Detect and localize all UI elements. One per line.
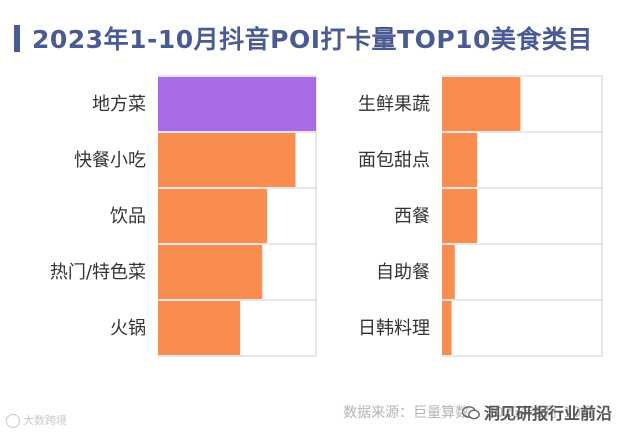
chart-title: 2023年1-10月抖音POI打卡量TOP10美食类目 [32,25,593,54]
bar-快餐小吃 [158,133,296,187]
source-period: 2023年1月-10月 [485,405,595,421]
source-label: 数据来源： [343,405,414,421]
bar-面包甜点 [442,133,478,187]
bar-自助餐 [442,245,455,299]
category-label: 生鲜果蔬 [358,94,430,115]
watermark-logo: 大数跨境 [6,412,67,428]
bar-西餐 [442,189,478,243]
bar-地方菜 [158,77,316,131]
category-label: 日韩料理 [358,318,430,339]
logo-text: 大数跨境 [23,414,67,427]
bar-饮品 [158,189,268,243]
wechat-text: 洞见研报行业前沿 [484,404,613,423]
source-footer: 数据来源：巨量算数·2023年1月-10月 [343,402,595,422]
bar-火锅 [158,301,241,355]
title-accent-bar [14,25,20,52]
category-label: 饮品 [110,206,146,227]
wechat-watermark: 洞见研报行业前沿 [462,400,612,424]
category-label: 面包甜点 [358,150,430,171]
category-label: 热门/特色菜 [50,262,146,283]
category-label: 火锅 [110,318,146,339]
category-label: 西餐 [394,206,430,227]
category-label: 自助餐 [376,262,430,283]
category-label: 快餐小吃 [74,150,146,171]
bar-日韩料理 [442,301,452,355]
source-name: 巨量算数 [413,405,470,421]
category-label: 地方菜 [92,94,146,115]
logo-mark-icon [6,414,20,428]
bar-生鲜果蔬 [442,77,521,131]
wechat-icon [462,406,480,420]
bar-热门/特色菜 [158,245,263,299]
